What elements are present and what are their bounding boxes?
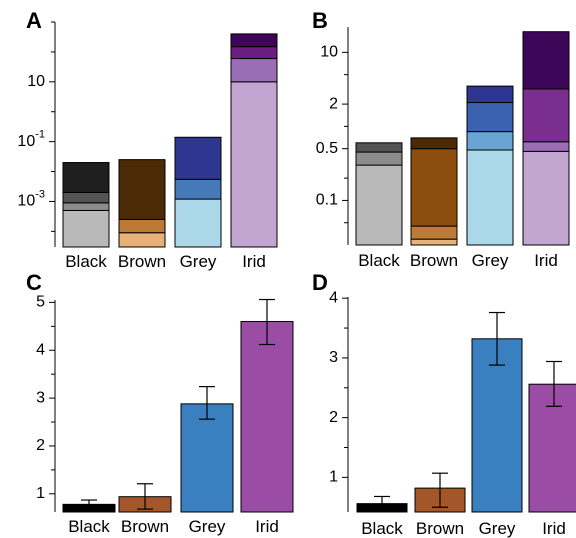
bar-segment-b-irid-3	[522, 31, 570, 90]
y-tick-label-c-3: 4	[36, 341, 45, 358]
y-tick-label-b-2: 0.5	[316, 140, 338, 157]
x-tick-label-c-irid: Irid	[255, 517, 279, 536]
error-bar-c-black	[81, 499, 97, 508]
x-tick-label-b-irid: Irid	[534, 251, 558, 270]
bar-segment-b-brown-0	[410, 238, 458, 246]
panel-a: 10 10-1 10-3 Black Brown Grey Irid	[17, 21, 278, 271]
error-bar-d-grey	[489, 311, 505, 366]
y-tick-label-c-0: 1	[36, 485, 45, 502]
y-tick-label-a-1: 10-1	[17, 129, 45, 150]
bar-segment-a-brown-2	[118, 159, 166, 220]
error-bar-c-grey	[199, 386, 215, 420]
x-tick-label-b-grey: Grey	[472, 251, 509, 270]
y-tick-label-b-0: 10	[320, 44, 338, 61]
bar-segment-b-grey-0	[466, 149, 514, 246]
x-tick-label-a-brown: Brown	[118, 252, 166, 271]
y-tick-label-c-4: 5	[36, 294, 45, 311]
bar-segment-b-brown-2	[410, 148, 458, 227]
bar-segment-a-black-1	[62, 202, 110, 211]
error-bar-d-brown	[432, 472, 448, 508]
x-tick-label-c-black: Black	[68, 517, 110, 536]
bar-segment-b-grey-2	[466, 102, 514, 133]
bar-segment-b-irid-0	[522, 150, 570, 246]
bar-segment-a-black-0	[62, 209, 110, 248]
panel-label-a: A	[26, 8, 42, 33]
error-bar-c-irid	[259, 298, 275, 346]
bar-segment-a-irid-1	[230, 58, 278, 83]
panel-label-d: D	[312, 270, 328, 295]
y-tick-label-a-0: 10	[27, 73, 45, 90]
bar-segment-a-brown-0	[118, 232, 166, 248]
y-tick-label-d-0: 1	[329, 469, 338, 486]
panel-label-c: C	[26, 270, 42, 295]
bar-segment-a-grey-0	[174, 198, 222, 248]
y-tick-label-d-2: 3	[329, 349, 338, 366]
bar-segment-a-irid-0	[230, 81, 278, 248]
x-tick-label-a-grey: Grey	[180, 252, 217, 271]
y-tick-label-b-3: 0.1	[316, 192, 338, 209]
bar-segment-a-black-2	[62, 191, 110, 204]
bar-segment-b-grey-3	[466, 85, 514, 104]
bar-segment-a-grey-2	[174, 136, 222, 180]
bar-segment-b-grey-1	[466, 131, 514, 151]
bar-segment-a-grey-1	[174, 178, 222, 200]
y-tick-label-c-1: 2	[36, 437, 45, 454]
panel-c: 1 2 3 4 5 Black Brown Grey Irid	[36, 294, 294, 536]
y-tick-label-c-2: 3	[36, 389, 45, 406]
x-tick-label-d-brown: Brown	[416, 519, 464, 538]
bar-segment-b-black-2	[355, 142, 403, 153]
y-tick-label-d-1: 2	[329, 409, 338, 426]
bar-segment-a-brown-1	[118, 218, 166, 234]
x-tick-label-d-irid: Irid	[542, 519, 566, 538]
bar-segment-b-black-0	[355, 164, 403, 246]
bar-d-irid	[528, 383, 576, 513]
x-tick-label-c-grey: Grey	[189, 517, 226, 536]
panel-b: 10 2 0.5 0.1 Black Brown Grey Irid	[316, 27, 570, 270]
error-bar-d-black	[374, 495, 390, 507]
bar-segment-b-irid-2	[522, 88, 570, 143]
error-bar-c-brown	[137, 483, 153, 510]
x-tick-label-d-black: Black	[361, 519, 403, 538]
x-tick-label-a-irid: Irid	[242, 252, 266, 271]
bar-segment-a-irid-2	[230, 46, 278, 60]
y-tick-label-b-1: 2	[329, 95, 338, 112]
bar-segment-a-black-3	[62, 162, 110, 193]
y-tick-label-d-3: 4	[329, 289, 338, 306]
bar-c-irid	[240, 321, 294, 513]
x-tick-label-b-black: Black	[358, 251, 400, 270]
bar-segment-b-black-1	[355, 151, 403, 166]
bar-d-grey	[471, 338, 523, 513]
bar-segment-a-irid-3	[230, 33, 278, 48]
bar-segment-b-irid-1	[522, 141, 570, 152]
bar-segment-b-brown-3	[410, 137, 458, 150]
y-tick-label-a-2: 10-3	[17, 188, 45, 209]
x-tick-label-d-grey: Grey	[479, 519, 516, 538]
bar-segment-b-brown-1	[410, 225, 458, 240]
x-tick-label-a-black: Black	[65, 252, 107, 271]
error-bar-d-irid	[546, 360, 562, 407]
x-tick-label-c-brown: Brown	[121, 517, 169, 536]
panel-d: 1 2 3 4 Black Brown Grey Irid	[329, 289, 576, 538]
bar-c-grey	[180, 403, 234, 513]
panel-label-b: B	[312, 8, 328, 33]
x-tick-label-b-brown: Brown	[410, 251, 458, 270]
